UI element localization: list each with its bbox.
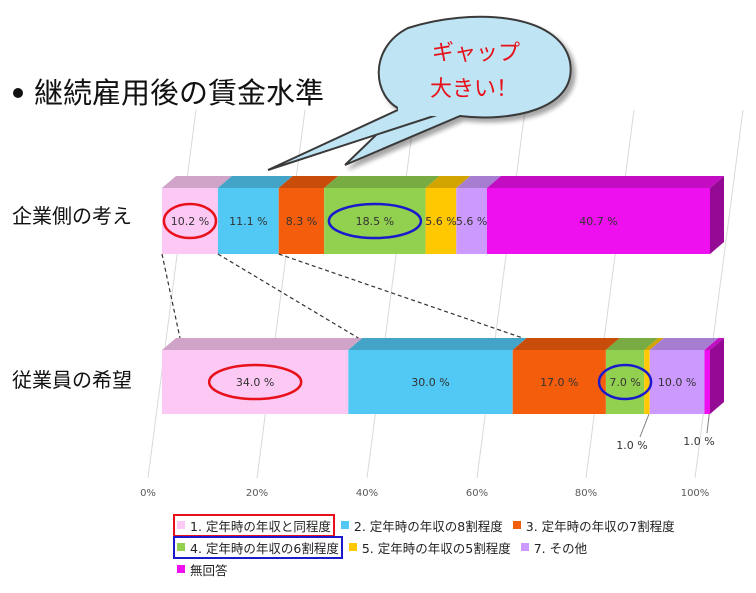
bar-top-face bbox=[278, 176, 339, 188]
bar-segment bbox=[456, 188, 487, 254]
page-title: 継続雇用後の賃金水準 bbox=[34, 76, 324, 110]
grid-lines bbox=[147, 109, 744, 479]
gridline bbox=[585, 109, 635, 479]
category-label-employee: 従業員の希望 bbox=[12, 368, 132, 392]
dashed-connector bbox=[278, 253, 523, 339]
highlight-ellipse bbox=[327, 202, 423, 240]
title-bullet bbox=[13, 88, 23, 98]
data-label: 30.0 % bbox=[411, 376, 449, 389]
bar-segment bbox=[162, 350, 349, 414]
bar-top-face bbox=[644, 338, 664, 350]
data-label: 5.6 % bbox=[456, 215, 487, 228]
data-label: 18.5 % bbox=[356, 215, 394, 228]
callout-line1: ギャップ bbox=[432, 41, 520, 66]
bar-top-face bbox=[162, 176, 232, 188]
gridline bbox=[256, 109, 306, 479]
bar-top-face bbox=[704, 338, 724, 350]
data-label: 1.0 % bbox=[616, 439, 647, 452]
dashed-connector bbox=[161, 253, 181, 339]
dashed-connector bbox=[217, 253, 359, 339]
legend-item-4: 4. 定年時の年収の6割程度 bbox=[173, 535, 343, 559]
bar-segment bbox=[425, 188, 457, 254]
x-tick-label: 20% bbox=[246, 488, 268, 499]
legend-item-1: 1. 定年時の年収と同程度 bbox=[173, 513, 335, 537]
bar-segment bbox=[649, 350, 705, 414]
bar-top-face bbox=[217, 176, 293, 188]
x-axis-ticks: 0% 20% 40% 60% 80% 100% bbox=[140, 488, 709, 499]
bar-segment bbox=[512, 350, 606, 414]
bar-segment bbox=[486, 188, 710, 254]
legend-swatch bbox=[177, 565, 185, 573]
bar-top-face bbox=[456, 176, 501, 188]
highlight-ellipse bbox=[162, 202, 218, 240]
data-label: 40.7 % bbox=[579, 215, 617, 228]
bar-top-face bbox=[605, 338, 659, 350]
bar-segment bbox=[644, 350, 650, 414]
callout-line2: 大きい！ bbox=[430, 77, 518, 102]
x-tick-label: 40% bbox=[356, 488, 378, 499]
gridline bbox=[147, 109, 197, 479]
category-label-company: 企業側の考え bbox=[12, 204, 132, 228]
label-leader-line bbox=[639, 413, 650, 438]
bar-segment bbox=[704, 350, 710, 414]
label-leader-line bbox=[706, 413, 710, 434]
legend-label: 3. 定年時の年収の7割程度 bbox=[525, 518, 675, 534]
legend-label: 4. 定年時の年収の6割程度 bbox=[190, 540, 339, 556]
gridline bbox=[694, 109, 744, 479]
bar-top-face bbox=[324, 176, 440, 188]
legend-swatch bbox=[520, 543, 529, 551]
legend-item-3: 3. 定年時の年収の7割程度 bbox=[511, 516, 677, 535]
gridline bbox=[366, 109, 416, 479]
gridline bbox=[476, 109, 526, 479]
legend-item-2: 2. 定年時の年収の8割程度 bbox=[339, 516, 505, 535]
legend-swatch bbox=[177, 543, 185, 551]
bar-segment bbox=[324, 188, 426, 254]
legend-label: 5. 定年時の年収の5割程度 bbox=[361, 540, 511, 556]
data-label: 1.0 % bbox=[683, 435, 714, 448]
data-label: 10.0 % bbox=[658, 376, 696, 389]
data-label: 7.0 % bbox=[609, 376, 640, 389]
highlight-ellipse bbox=[207, 363, 303, 401]
legend-swatch bbox=[348, 543, 357, 551]
stacked-bars: 10.2 % 11.1 % 8.3 % 18.5 % 5.6 % 5.6 % 40.7 % 3… bbox=[162, 176, 724, 452]
data-label: 5.6 % bbox=[425, 215, 456, 228]
legend-label: 2. 定年時の年収の8割程度 bbox=[353, 518, 503, 534]
bar-top-face bbox=[162, 338, 363, 350]
x-tick-label: 60% bbox=[466, 488, 488, 499]
bar-top-face bbox=[649, 338, 719, 350]
data-label: 17.0 % bbox=[540, 376, 578, 389]
legend-label: 1. 定年時の年収と同程度 bbox=[190, 518, 331, 534]
legend-item-5: 5. 定年時の年収の5割程度 bbox=[347, 538, 513, 557]
bar-side-face bbox=[710, 338, 724, 414]
bar-side-face bbox=[710, 176, 724, 254]
callout-bubble: ギャップ 大きい！ bbox=[267, 15, 572, 171]
legend: 1. 定年時の年収と同程度 2. 定年時の年収の8割程度 3. 定年時の年収の7… bbox=[173, 513, 750, 580]
legend-label: 無回答 bbox=[190, 562, 228, 578]
bar-top-face bbox=[348, 338, 527, 350]
bar-segment bbox=[348, 350, 513, 414]
data-label: 11.1 % bbox=[229, 215, 267, 228]
legend-label: 7. その他 bbox=[533, 540, 588, 556]
bar-segment bbox=[162, 188, 218, 254]
highlight-ellipse bbox=[597, 363, 653, 401]
bar-top-face bbox=[486, 176, 724, 188]
legend-swatch bbox=[512, 521, 521, 529]
bar-segment bbox=[217, 188, 279, 254]
legend-item-7: 7. その他 bbox=[519, 538, 589, 557]
bar-segment bbox=[605, 350, 645, 414]
x-tick-label: 80% bbox=[575, 488, 597, 499]
bar-top-face bbox=[512, 338, 620, 350]
bar-top-face bbox=[425, 176, 471, 188]
legend-swatch bbox=[177, 521, 185, 529]
legend-item-no-answer: 無回答 bbox=[175, 560, 230, 579]
data-label: 8.3 % bbox=[286, 215, 317, 228]
data-label: 10.2 % bbox=[171, 215, 209, 228]
comparison-connectors bbox=[161, 253, 523, 339]
legend-swatch bbox=[340, 521, 349, 529]
x-tick-label: 0% bbox=[140, 488, 156, 499]
x-tick-label: 100% bbox=[681, 488, 710, 499]
bar-segment bbox=[278, 188, 325, 254]
data-label: 34.0 % bbox=[236, 376, 274, 389]
